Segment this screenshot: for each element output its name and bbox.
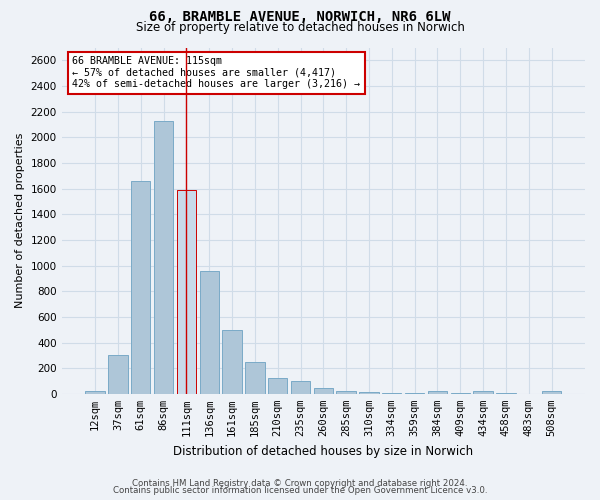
Bar xyxy=(496,393,515,394)
Bar xyxy=(542,391,561,394)
Bar xyxy=(108,356,128,394)
Y-axis label: Number of detached properties: Number of detached properties xyxy=(15,133,25,308)
Text: 66 BRAMBLE AVENUE: 115sqm
← 57% of detached houses are smaller (4,417)
42% of se: 66 BRAMBLE AVENUE: 115sqm ← 57% of detac… xyxy=(72,56,360,90)
Bar xyxy=(85,391,105,394)
Bar xyxy=(451,393,470,394)
Bar xyxy=(382,392,401,394)
Bar xyxy=(268,378,287,394)
Bar xyxy=(337,391,356,394)
Bar xyxy=(359,392,379,394)
Bar xyxy=(405,393,424,394)
Bar xyxy=(131,181,151,394)
Bar xyxy=(177,190,196,394)
Text: 66, BRAMBLE AVENUE, NORWICH, NR6 6LW: 66, BRAMBLE AVENUE, NORWICH, NR6 6LW xyxy=(149,10,451,24)
Text: Contains public sector information licensed under the Open Government Licence v3: Contains public sector information licen… xyxy=(113,486,487,495)
Bar xyxy=(223,330,242,394)
Bar xyxy=(245,362,265,394)
Bar xyxy=(291,381,310,394)
Bar xyxy=(428,391,447,394)
Bar xyxy=(154,120,173,394)
Text: Contains HM Land Registry data © Crown copyright and database right 2024.: Contains HM Land Registry data © Crown c… xyxy=(132,478,468,488)
X-axis label: Distribution of detached houses by size in Norwich: Distribution of detached houses by size … xyxy=(173,444,473,458)
Bar xyxy=(200,270,219,394)
Bar xyxy=(473,391,493,394)
Bar xyxy=(314,388,333,394)
Text: Size of property relative to detached houses in Norwich: Size of property relative to detached ho… xyxy=(136,22,464,35)
